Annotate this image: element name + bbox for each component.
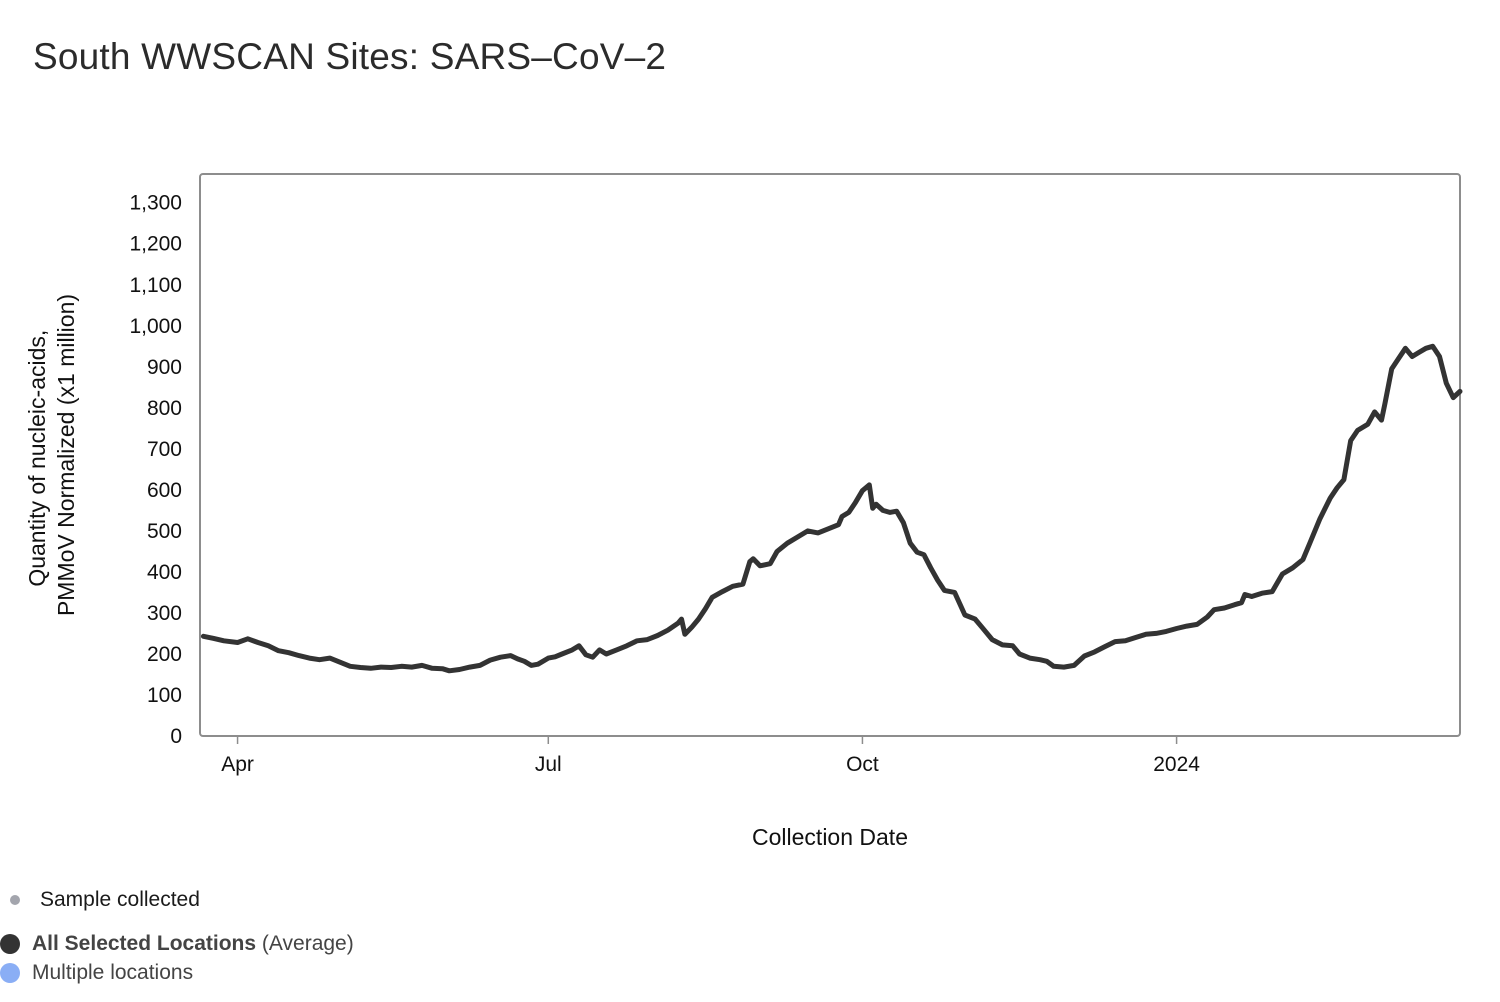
series-line-all-selected-locations[interactable]	[200, 343, 1463, 674]
average-dot-icon	[0, 934, 20, 954]
y-tick-label: 1,200	[129, 233, 182, 256]
y-axis-title: Quantity of nucleic-acids, PMMoV Normali…	[24, 294, 79, 616]
y-tick-label: 300	[147, 602, 182, 625]
y-tick-label: 400	[147, 561, 182, 584]
legend-average-suffix: (Average)	[256, 932, 354, 955]
legend-multiple-label: Multiple locations	[32, 961, 194, 984]
y-tick-label: 800	[147, 397, 182, 420]
y-axis-title-line-2: PMMoV Normalized (x1 million)	[53, 294, 79, 616]
y-tick-label: 1,000	[129, 315, 182, 338]
multiple-dot-icon	[0, 963, 20, 983]
y-axis-title-line-1: Quantity of nucleic-acids,	[24, 330, 50, 587]
y-tick-label: 600	[147, 479, 182, 502]
y-tick-label: 0	[170, 725, 182, 748]
x-axis: Apr Jul Oct 2024	[221, 736, 1200, 776]
y-tick-label: 1,100	[129, 274, 182, 297]
sample-dot-icon	[10, 895, 20, 905]
legend-average-label: All Selected Locations	[32, 932, 257, 955]
x-tick-label: 2024	[1153, 753, 1200, 776]
chart-title: South WWSCAN Sites: SARS–CoV–2	[33, 36, 667, 77]
x-tick-label: Oct	[846, 753, 879, 776]
x-axis-title: Collection Date	[752, 824, 908, 850]
y-tick-label: 500	[147, 520, 182, 543]
y-tick-label: 700	[147, 438, 182, 461]
legend-item-sample[interactable]: Sample collected	[10, 888, 200, 912]
y-tick-label: 1,300	[129, 192, 182, 215]
y-tick-label: 900	[147, 356, 182, 379]
y-tick-label: 100	[147, 684, 182, 707]
legend-item-multiple[interactable]: Multiple locations	[0, 961, 193, 985]
legend-sample-label: Sample collected	[40, 888, 200, 911]
x-tick-label: Jul	[535, 753, 562, 776]
y-tick-label: 200	[147, 643, 182, 666]
y-axis: 0 100 200 300 400 500 600 700 800 900 1,000 1,100 1,…	[129, 192, 182, 748]
series-layer	[200, 343, 1463, 674]
legend-item-average[interactable]: All Selected Locations (Average)	[0, 932, 354, 956]
x-tick-label: Apr	[221, 753, 254, 776]
plot-area	[199, 173, 1461, 737]
